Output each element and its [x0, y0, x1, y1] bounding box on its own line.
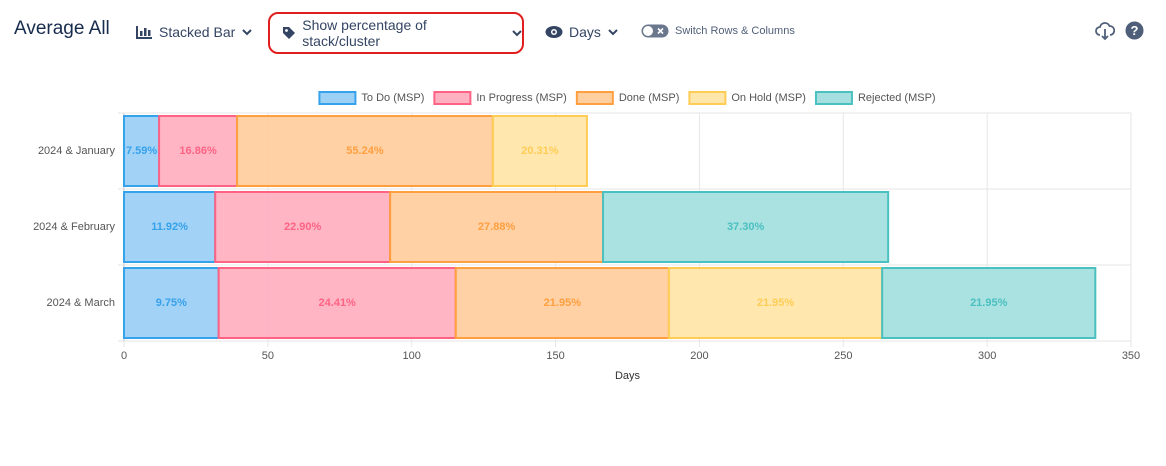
bar-segment	[602, 191, 890, 263]
switch-label: Switch Rows & Columns	[675, 25, 795, 37]
x-tick-label: 300	[978, 350, 996, 362]
value-label: 9.75%	[156, 297, 187, 309]
value-label: 37.30%	[727, 221, 765, 233]
y-tick-label: 2024 & January	[38, 145, 116, 157]
value-label: 11.92%	[151, 221, 188, 233]
value-label: 20.31%	[521, 145, 559, 157]
y-tick-label: 2024 & March	[47, 297, 115, 309]
page-title: Average All	[14, 18, 110, 39]
toggle-icon	[641, 24, 669, 38]
bar-segment	[214, 191, 392, 263]
legend-swatch	[575, 91, 614, 105]
legend-label: Rejected (MSP)	[858, 92, 936, 104]
bar-segment	[667, 267, 884, 339]
caret	[242, 29, 252, 36]
y-tick-label: 2024 & February	[33, 221, 115, 233]
value-label: 55.24%	[346, 145, 384, 157]
legend-label: To Do (MSP)	[361, 92, 424, 104]
eye-icon	[545, 26, 563, 38]
x-tick-label: 150	[546, 350, 564, 362]
value-label: 16.86%	[179, 145, 217, 157]
bar-icon	[136, 26, 152, 39]
value-label: 27.88%	[478, 221, 516, 233]
value-label: 21.95%	[544, 297, 582, 309]
caret	[511, 30, 522, 37]
bar-segment	[123, 267, 220, 339]
x-tick-label: 350	[1122, 350, 1140, 362]
legend: To Do (MSP) In Progress (MSP) Done (MSP) On…	[318, 91, 936, 105]
value-label: 21.95%	[757, 297, 795, 309]
help-button[interactable]: ?	[1125, 21, 1144, 40]
value-label: 24.41%	[319, 297, 357, 309]
legend-label: On Hold (MSP)	[731, 92, 806, 104]
x-axis-title: Days	[615, 370, 641, 382]
x-tick-label: 50	[262, 350, 274, 362]
x-tick-label: 250	[834, 350, 852, 362]
value-label: 22.90%	[284, 221, 322, 233]
x-tick-label: 0	[121, 350, 127, 362]
bar-segment	[491, 115, 588, 187]
svg-text:?: ?	[1131, 23, 1139, 38]
value-label: 21.95%	[970, 297, 1008, 309]
chart-type-menu[interactable]: Stacked Bar	[136, 22, 253, 42]
legend-swatch	[688, 91, 727, 105]
percentage-label: Show percentage of stack/cluster	[302, 17, 427, 49]
bar-segment	[217, 267, 457, 339]
switch-toggle[interactable]: Switch Rows & Columns	[641, 24, 795, 38]
percentage-menu[interactable]: Show percentage of stack/cluster	[268, 12, 524, 54]
legend-label: In Progress (MSP)	[476, 92, 566, 104]
bar-segment	[389, 191, 605, 263]
tag-icon	[283, 27, 295, 39]
legend-swatch	[318, 91, 357, 105]
bar-segment	[123, 115, 161, 187]
unit-menu[interactable]: Days	[545, 22, 619, 42]
download-button[interactable]	[1095, 21, 1115, 41]
legend-label: Done (MSP)	[619, 92, 680, 104]
value-label: 7.59%	[126, 145, 157, 157]
chart-type-label: Stacked Bar	[159, 24, 236, 40]
x-tick-label: 100	[403, 350, 421, 362]
legend-swatch	[814, 91, 853, 105]
toolbar: Average All Stacked Bar Show percentage …	[0, 0, 1166, 62]
caret	[608, 29, 618, 36]
bar-segment	[158, 115, 239, 187]
legend-swatch	[433, 91, 472, 105]
unit-label: Days	[569, 24, 601, 40]
x-tick-label: 200	[690, 350, 708, 362]
bar-segment	[881, 267, 1097, 339]
